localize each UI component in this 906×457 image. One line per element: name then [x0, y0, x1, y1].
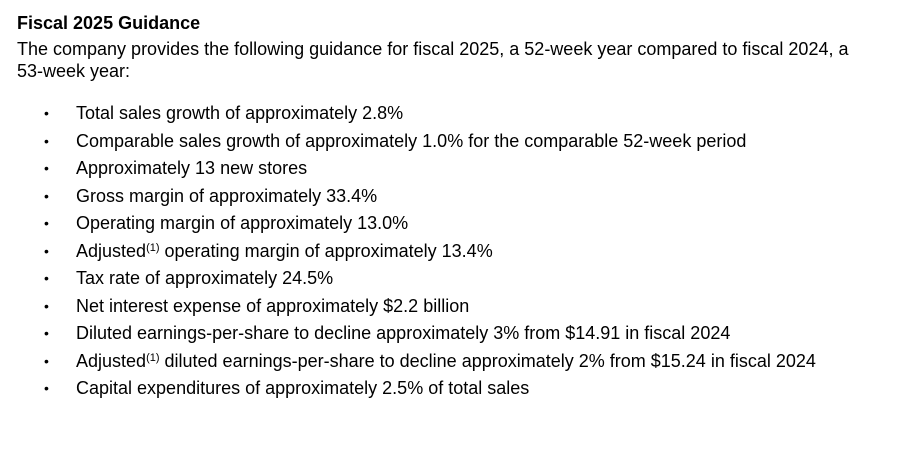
- item-text: Tax rate of approximately 24.5%: [76, 268, 334, 288]
- list-item: • Adjusted(1) operating margin of approxi…: [17, 238, 866, 266]
- list-item: • Tax rate of approximately 24.5%: [17, 265, 866, 293]
- list-item: • Comparable sales growth of approximatel…: [17, 128, 866, 156]
- list-item: • Total sales growth of approximately 2.8…: [17, 100, 866, 128]
- intro-paragraph: The company provides the following guida…: [17, 39, 849, 81]
- item-prefix: Adjusted: [76, 350, 147, 371]
- bullet-icon: •: [44, 380, 49, 396]
- bullet-icon: •: [44, 325, 49, 341]
- list-item: • Adjusted(1) diluted earnings-per-share …: [17, 348, 866, 376]
- list-item: • Approximately 13 new stores: [17, 155, 866, 183]
- item-text: Gross margin of approximately 33.4%: [76, 185, 378, 206]
- footnote-marker: (1): [146, 351, 160, 364]
- bullet-icon: •: [44, 105, 49, 121]
- item-text: Operating margin of approximately 13.0%: [76, 213, 409, 233]
- section-heading: Fiscal 2025 Guidance: [17, 13, 201, 33]
- bullet-icon: •: [44, 352, 49, 369]
- list-item: • Operating margin of approximately 13.0%: [17, 210, 866, 238]
- list-item: • Diluted earnings-per-share to decline a…: [17, 320, 866, 348]
- bullet-icon: •: [44, 187, 49, 204]
- item-text: Total sales growth of approximately 2.8%: [76, 103, 404, 123]
- item-text: diluted earnings-per-share to decline ap…: [159, 350, 816, 371]
- bullet-icon: •: [44, 297, 49, 314]
- footnote-marker: (1): [146, 241, 160, 254]
- bullet-icon: •: [44, 215, 49, 231]
- list-item: • Gross margin of approximately 33.4%: [17, 183, 866, 211]
- item-text: Diluted earnings-per-share to decline ap…: [76, 323, 731, 343]
- item-text: Capital expenditures of approximately 2.…: [76, 378, 530, 398]
- item-prefix: Adjusted: [76, 240, 147, 261]
- item-text: Approximately 13 new stores: [76, 158, 308, 178]
- bullet-icon: •: [44, 132, 49, 149]
- guidance-list: • Total sales growth of approximately 2.8…: [17, 100, 887, 403]
- item-text: operating margin of approximately 13.4%: [159, 240, 493, 261]
- guidance-section: Fiscal 2025 Guidance The company provide…: [17, 12, 887, 403]
- list-item: • Net interest expense of approximately $…: [17, 293, 866, 321]
- bullet-icon: •: [44, 270, 49, 286]
- list-item: • Capital expenditures of approximately 2…: [17, 375, 866, 403]
- item-text: Comparable sales growth of approximately…: [76, 130, 747, 151]
- bullet-icon: •: [44, 242, 49, 259]
- item-text: Net interest expense of approximately $2…: [76, 295, 470, 316]
- bullet-icon: •: [44, 160, 49, 176]
